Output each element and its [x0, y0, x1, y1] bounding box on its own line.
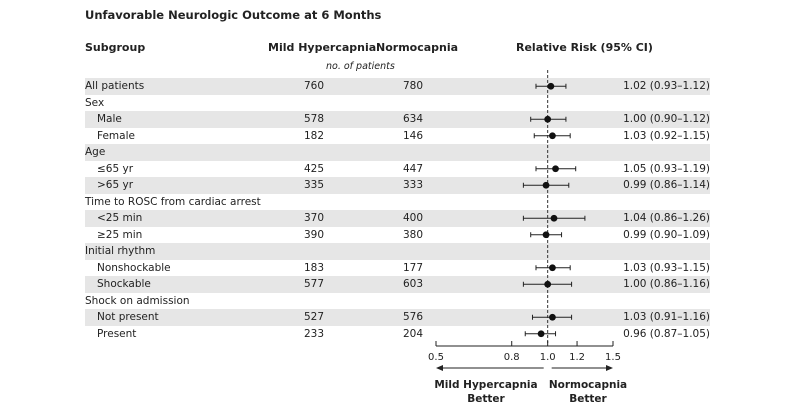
left-arrowhead [436, 365, 443, 371]
point-estimate [542, 181, 550, 189]
point-estimate [537, 330, 545, 338]
row-label: ≤65 yr [97, 162, 134, 175]
table-row: Sex [85, 95, 710, 112]
table-row: Initial rhythm [85, 243, 710, 260]
point-estimate [550, 214, 558, 222]
rr-value: 1.02 (0.93–1.12) [623, 80, 710, 92]
mild-count: 370 [303, 212, 325, 224]
row-label: Sex [85, 96, 105, 109]
mild-count: 182 [303, 129, 325, 142]
rr-value: 1.00 (0.86–1.16) [623, 278, 710, 290]
rr-value: 1.03 (0.91–1.16) [623, 311, 710, 323]
x-tick-label: 1.0 [540, 352, 556, 363]
subgroup-header: Subgroup [85, 41, 146, 54]
table-row: Present 233 204 0.96 (0.87–1.05) [85, 326, 710, 343]
x-tick-label: 0.8 [504, 352, 520, 363]
table-row: Time to ROSC from cardiac arrest [85, 194, 710, 211]
point-estimate [542, 231, 550, 239]
point-estimate [549, 132, 556, 140]
normo-count: 634 [402, 113, 424, 125]
table-row: Not present 527 576 1.03 (0.91–1.16) [85, 309, 710, 326]
row-label: <25 min [97, 212, 143, 224]
row-label: Male [97, 113, 122, 125]
row-label: >65 yr [97, 179, 134, 191]
row-label: All patients [85, 80, 145, 92]
table-row: Shockable 577 603 1.00 (0.86–1.16) [85, 276, 710, 293]
point-estimate [544, 115, 552, 123]
point-estimate [544, 280, 552, 288]
table-row: Female 182 146 1.03 (0.92–1.15) [85, 128, 710, 145]
normo-count: 447 [402, 162, 424, 175]
point-estimate [552, 165, 559, 173]
row-label: Female [97, 129, 135, 142]
mild-count: 233 [303, 327, 325, 340]
rr-value: 1.03 (0.93–1.15) [623, 261, 710, 274]
relative-risk-header: Relative Risk (95% CI) [516, 41, 653, 54]
normocapnia-header: Normocapnia [376, 41, 459, 54]
mild-hypercapnia-header: Mild Hypercapnia [268, 41, 377, 54]
normo-count: 780 [402, 80, 424, 92]
mild-count: 577 [303, 278, 325, 290]
rr-value: 0.99 (0.86–1.14) [623, 179, 710, 191]
row-label: Age [85, 146, 106, 158]
row-label: ≥25 min [97, 228, 143, 241]
table-row: Nonshockable 183 177 1.03 (0.93–1.15) [85, 260, 710, 277]
right-arrowhead [606, 365, 613, 371]
table-row: ≤65 yr 425 447 1.05 (0.93–1.19) [85, 161, 710, 178]
rr-value: 0.99 (0.90–1.09) [623, 228, 710, 241]
row-label: Not present [97, 311, 159, 323]
rr-value: 1.04 (0.86–1.26) [623, 212, 710, 224]
mild-count: 578 [303, 113, 325, 125]
mild-count: 425 [303, 162, 325, 175]
mild-count: 390 [303, 228, 325, 241]
normo-count: 177 [402, 261, 424, 274]
normo-count: 400 [402, 212, 424, 224]
chart-title: Unfavorable Neurologic Outcome at 6 Mont… [85, 8, 382, 22]
rr-value: 1.05 (0.93–1.19) [623, 162, 710, 175]
normo-count: 576 [402, 311, 424, 323]
table-row: ≥25 min 390 380 0.99 (0.90–1.09) [85, 227, 710, 244]
normo-count: 380 [402, 228, 424, 241]
row-label: Present [97, 327, 137, 340]
point-estimate [547, 82, 555, 90]
patients-subheader: no. of patients [326, 61, 395, 72]
table-row: Age [85, 144, 710, 161]
mild-count: 527 [303, 311, 325, 323]
normo-count: 333 [402, 179, 424, 191]
x-tick-label: 0.5 [428, 352, 444, 363]
point-estimate [549, 264, 556, 272]
table-row: All patients 760 780 1.02 (0.93–1.12) [85, 78, 710, 95]
row-label: Initial rhythm [85, 245, 156, 257]
x-tick-label: 1.5 [605, 352, 621, 363]
table-row: Male 578 634 1.00 (0.90–1.12) [85, 111, 710, 128]
row-label: Time to ROSC from cardiac arrest [85, 195, 261, 208]
rr-value: 1.00 (0.90–1.12) [623, 113, 710, 125]
normo-count: 204 [402, 327, 424, 340]
rr-value: 1.03 (0.92–1.15) [623, 129, 710, 142]
mild-count: 335 [303, 179, 325, 191]
table-row: <25 min 370 400 1.04 (0.86–1.26) [85, 210, 710, 227]
mild-count: 183 [303, 261, 325, 274]
table-row: >65 yr 335 333 0.99 (0.86–1.14) [85, 177, 710, 194]
row-label: Shockable [97, 278, 151, 290]
point-estimate [549, 313, 556, 321]
normo-count: 146 [402, 129, 424, 142]
rr-value: 0.96 (0.87–1.05) [623, 327, 710, 340]
normo-count: 603 [402, 278, 424, 290]
row-label: Nonshockable [97, 261, 171, 274]
row-label: Shock on admission [85, 294, 190, 307]
right-direction-label: Normocapnia Better [548, 379, 628, 405]
table-row: Shock on admission [85, 293, 710, 310]
left-direction-label: Mild Hypercapnia Better [434, 379, 538, 405]
mild-count: 760 [303, 80, 325, 92]
x-tick-label: 1.2 [569, 352, 585, 363]
